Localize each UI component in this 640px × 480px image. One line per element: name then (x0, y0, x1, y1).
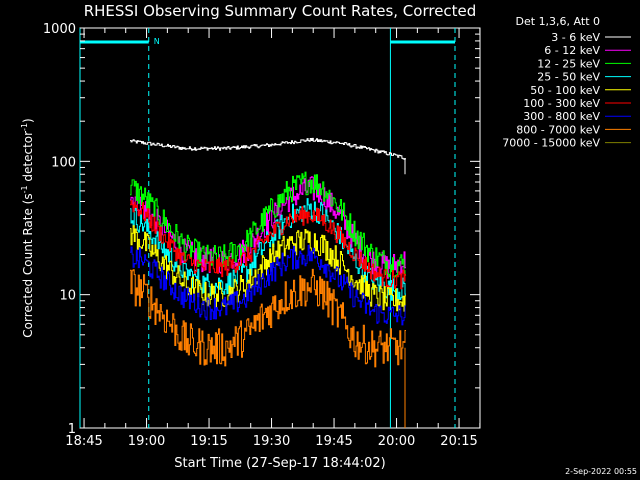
series-12-25-kev (130, 171, 406, 278)
y-tick-label: 100 (51, 155, 76, 170)
legend-label-3-6-kev: 3 - 6 keV (551, 31, 600, 44)
legend-label-800-7000-kev: 800 - 7000 keV (516, 123, 600, 136)
series-300-800-kev (130, 244, 406, 326)
y-tick-label: 1 (68, 422, 76, 437)
x-tick-label: 18:45 (65, 434, 102, 449)
night-marker-label: N (154, 37, 160, 46)
footer-timestamp: 2-Sep-2022 00:55 (565, 467, 637, 476)
series-3-6-kev (130, 137, 406, 160)
x-tick-label: 20:15 (440, 434, 477, 449)
x-tick-label: 19:00 (128, 434, 165, 449)
x-tick-label: 19:15 (190, 434, 227, 449)
series-100-300-kev (130, 200, 406, 290)
series-50-100-kev (130, 225, 406, 312)
x-tick-label: 20:00 (378, 434, 415, 449)
y-label-end: ) (21, 118, 35, 123)
y-tick-label: 1000 (43, 22, 76, 37)
chart-title: RHESSI Observing Summary Count Rates, Co… (84, 2, 477, 20)
y-label-sup1: -1 (20, 185, 29, 193)
series-800-7000-kev (130, 268, 406, 368)
x-tick-label: 19:45 (315, 434, 352, 449)
legend-label-25-50-kev: 25 - 50 keV (537, 71, 600, 84)
legend-label-6-12-kev: 6 - 12 keV (544, 44, 600, 57)
legend-label-100-300-kev: 100 - 300 keV (523, 97, 600, 110)
legend-label-12-25-kev: 12 - 25 keV (537, 57, 600, 70)
x-axis-label: Start Time (27-Sep-17 18:44:02) (174, 456, 385, 471)
series-25-50-kev (130, 198, 406, 302)
x-axis: 18:45 19:00 19:15 19:30 19:45 20:00 20:15 (65, 28, 481, 449)
legend-header: Det 1,3,6, Att 0 (516, 15, 600, 28)
y-label-mid: detector (21, 131, 35, 186)
series-layer (130, 137, 406, 428)
x-tick-label: 19:30 (253, 434, 290, 449)
y-tick-label: 10 (59, 289, 76, 304)
y-axis: 1 10 100 1000 (43, 22, 480, 437)
y-label-main: Corrected Count Rate (s (21, 193, 35, 337)
legend-label-300-800-kev: 300 - 800 keV (523, 110, 600, 123)
night-markers: N (79, 28, 456, 428)
y-axis-label: Corrected Count Rate (s-1 detector-1) (20, 118, 35, 337)
legend-label-50-100-kev: 50 - 100 keV (530, 84, 600, 97)
legend-label-7000-15000-kev: 7000 - 15000 keV (502, 137, 600, 150)
y-label-sup2: -1 (20, 123, 29, 131)
